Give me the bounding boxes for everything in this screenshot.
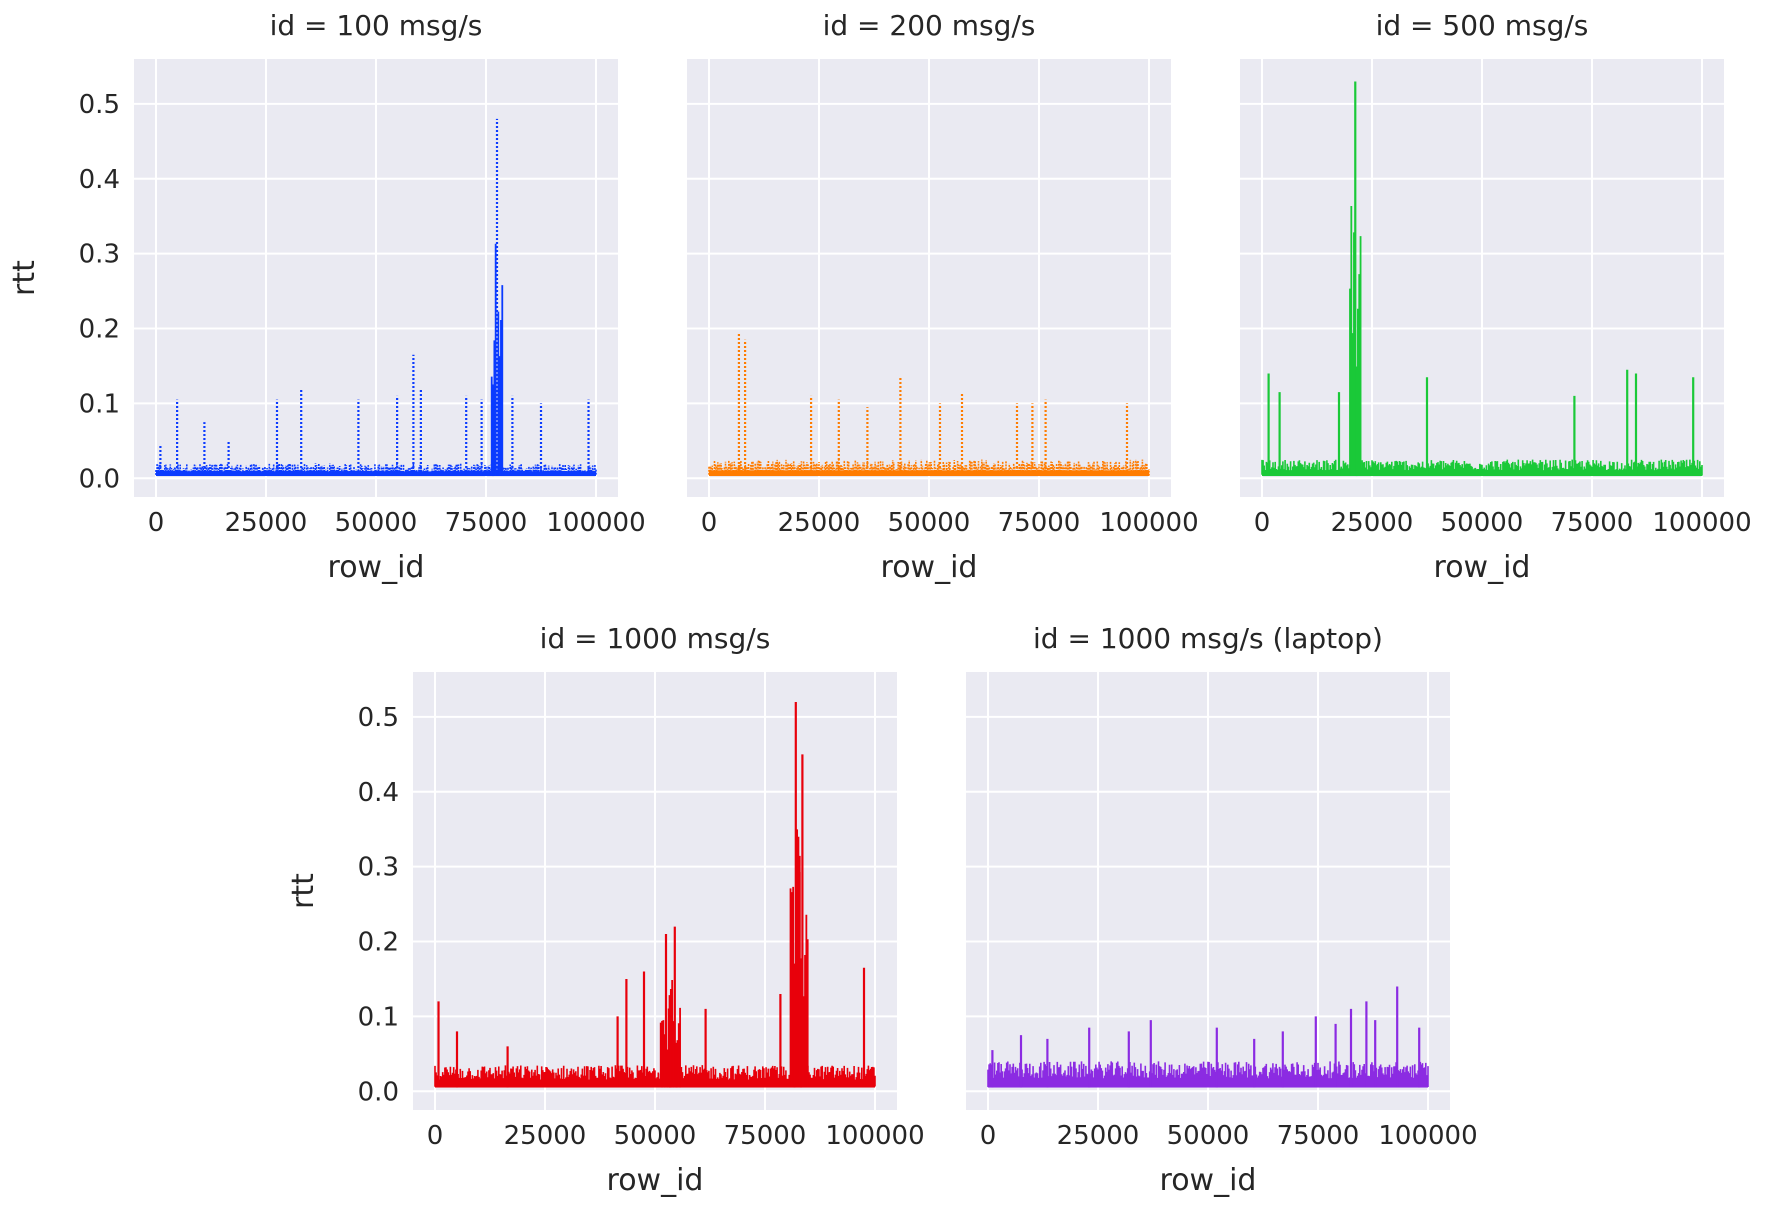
x-tick-label: 50000: [1441, 508, 1524, 538]
series-2: [708, 332, 1150, 477]
x-tick-label: 75000: [1277, 1121, 1360, 1151]
panel-title: id = 500 msg/s: [1376, 9, 1589, 42]
x-tick-label: 25000: [778, 508, 861, 538]
x-tick-label: 100000: [1378, 1121, 1477, 1151]
series-floor: [435, 1079, 875, 1088]
x-tick-label: 75000: [724, 1121, 807, 1151]
x-axis-label: row_id: [607, 1163, 704, 1198]
y-axis-label: rtt: [286, 873, 321, 909]
x-tick-label: 0: [701, 508, 718, 538]
facet-panel-2: 0 25000 50000 75000 100000 row_id id = 200 msg…: [687, 9, 1199, 585]
y-tick-label: 0.4: [358, 778, 399, 808]
x-tick-label: 100000: [546, 508, 645, 538]
x-tick-label: 50000: [888, 508, 971, 538]
x-tick-label: 75000: [998, 508, 1081, 538]
y-tick-label: 0.4: [79, 165, 120, 195]
x-tick-label: 100000: [1099, 508, 1198, 538]
series-floor: [156, 471, 596, 477]
x-tick-label: 25000: [504, 1121, 587, 1151]
x-tick-label: 0: [1254, 508, 1271, 538]
series-4: [434, 701, 876, 1088]
y-tick-label: 0.0: [358, 1077, 399, 1107]
y-tick-label: 0.1: [358, 1002, 399, 1032]
panel-title: id = 100 msg/s: [270, 9, 483, 42]
x-tick-label: 50000: [614, 1121, 697, 1151]
series-floor: [709, 470, 1149, 477]
x-tick-label: 100000: [825, 1121, 924, 1151]
x-tick-label: 0: [148, 508, 165, 538]
x-tick-label: 75000: [1551, 508, 1634, 538]
y-tick-label: 0.3: [79, 240, 120, 270]
x-axis-label: row_id: [328, 550, 425, 585]
panels-layer: 0 25000 50000 75000 100000 0.0 0.1 0.2 0.3 0.4 0.5…: [7, 9, 1752, 1198]
y-tick-label: 0.2: [79, 315, 120, 345]
y-tick-label: 0.0: [79, 464, 120, 494]
panel-title: id = 1000 msg/s: [540, 622, 771, 655]
x-tick-label: 100000: [1652, 508, 1751, 538]
x-tick-label: 25000: [1331, 508, 1414, 538]
x-tick-label: 50000: [335, 508, 418, 538]
y-axis-label: rtt: [7, 260, 42, 296]
y-tick-label: 0.1: [79, 389, 120, 419]
x-tick-label: 0: [980, 1121, 997, 1151]
y-tick-label: 0.3: [358, 853, 399, 883]
x-tick-label: 75000: [445, 508, 528, 538]
y-tick-label: 0.5: [358, 703, 399, 733]
series-5: [987, 986, 1429, 1088]
series-floor: [988, 1078, 1428, 1088]
series-floor: [1262, 470, 1702, 477]
series-3: [1261, 81, 1703, 477]
x-axis-label: row_id: [1434, 550, 1531, 585]
x-tick-label: 0: [427, 1121, 444, 1151]
panel-title: id = 200 msg/s: [823, 9, 1036, 42]
facet-panel-1: 0 25000 50000 75000 100000 0.0 0.1 0.2 0.3 0.4 0.5…: [7, 9, 646, 585]
panel-title: id = 1000 msg/s (laptop): [1033, 622, 1383, 655]
series-1: [155, 118, 597, 477]
y-tick-label: 0.2: [358, 928, 399, 958]
x-tick-label: 25000: [1057, 1121, 1140, 1151]
x-axis-label: row_id: [1160, 1163, 1257, 1198]
facet-panel-4: 0 25000 50000 75000 100000 0.0 0.1 0.2 0.3 0.4 0.5…: [286, 622, 925, 1198]
x-axis-label: row_id: [881, 550, 978, 585]
y-tick-label: 0.5: [79, 90, 120, 120]
facet-panel-5: 0 25000 50000 75000 100000 row_id id = 1000 ms…: [966, 622, 1478, 1198]
facet-panel-3: 0 25000 50000 75000 100000 row_id id = 500 msg…: [1240, 9, 1752, 585]
x-tick-label: 25000: [225, 508, 308, 538]
x-tick-label: 50000: [1167, 1121, 1250, 1151]
